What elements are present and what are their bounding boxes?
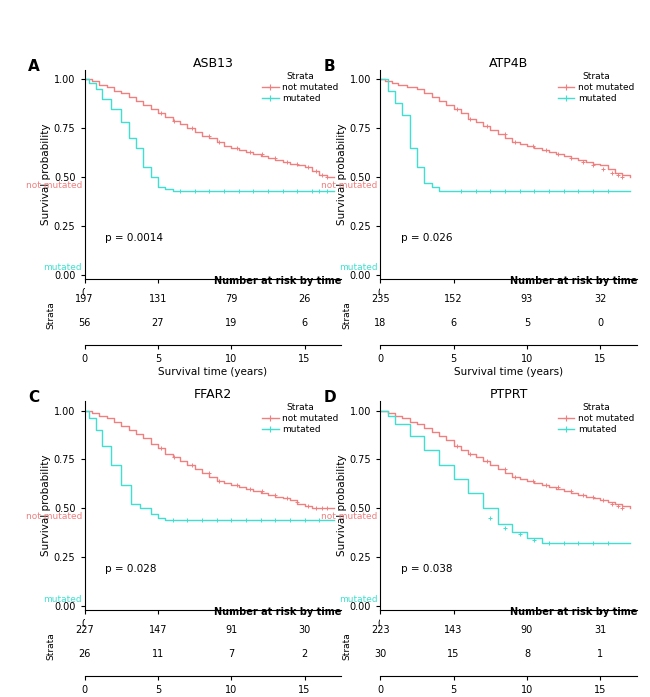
- Text: 27: 27: [151, 318, 164, 328]
- Text: 18: 18: [374, 318, 386, 328]
- Text: 147: 147: [149, 625, 167, 636]
- Text: 131: 131: [149, 294, 167, 305]
- X-axis label: Survival time (years): Survival time (years): [159, 300, 267, 311]
- Text: 6: 6: [302, 318, 307, 328]
- Text: 19: 19: [225, 318, 237, 328]
- Text: Number at risk by time: Number at risk by time: [510, 276, 637, 286]
- Text: not mutated: not mutated: [25, 512, 82, 521]
- Text: not mutated: not mutated: [321, 512, 378, 521]
- Legend: not mutated, mutated: not mutated, mutated: [261, 401, 341, 436]
- Y-axis label: Survival probability: Survival probability: [41, 123, 51, 225]
- Text: p = 0.026: p = 0.026: [401, 233, 452, 243]
- X-axis label: Survival time (years): Survival time (years): [159, 631, 267, 642]
- Text: 235: 235: [371, 294, 389, 305]
- Text: 2: 2: [302, 649, 307, 659]
- Text: mutated: mutated: [339, 595, 378, 604]
- Text: Number at risk by time: Number at risk by time: [214, 276, 341, 286]
- Text: Number at risk by time: Number at risk by time: [510, 607, 637, 617]
- Y-axis label: Survival probability: Survival probability: [41, 454, 51, 556]
- Title: FFAR2: FFAR2: [194, 388, 232, 401]
- Title: ASB13: ASB13: [192, 56, 233, 70]
- Text: 30: 30: [374, 649, 386, 659]
- Text: 32: 32: [594, 294, 606, 305]
- Text: 79: 79: [225, 294, 237, 305]
- Text: mutated: mutated: [339, 263, 378, 273]
- Text: 15: 15: [447, 649, 460, 659]
- Text: 26: 26: [298, 294, 311, 305]
- Text: 93: 93: [521, 294, 533, 305]
- Text: p = 0.028: p = 0.028: [105, 565, 157, 574]
- Text: 0: 0: [597, 318, 603, 328]
- Text: 152: 152: [445, 294, 463, 305]
- Text: C: C: [28, 390, 39, 406]
- Text: 1: 1: [597, 649, 603, 659]
- Text: 31: 31: [594, 625, 606, 636]
- Text: 8: 8: [524, 649, 530, 659]
- Text: 30: 30: [298, 625, 311, 636]
- X-axis label: Survival time (years): Survival time (years): [454, 631, 563, 642]
- Text: 227: 227: [75, 625, 94, 636]
- Text: 197: 197: [75, 294, 94, 305]
- Legend: not mutated, mutated: not mutated, mutated: [556, 70, 636, 105]
- Text: 5: 5: [524, 318, 530, 328]
- Y-axis label: Survival probability: Survival probability: [337, 454, 347, 556]
- Text: Number at risk by time: Number at risk by time: [214, 607, 341, 617]
- Text: 6: 6: [450, 318, 457, 328]
- Text: 26: 26: [78, 649, 91, 659]
- Text: D: D: [324, 390, 337, 406]
- Text: not mutated: not mutated: [25, 181, 82, 190]
- X-axis label: Survival time (years): Survival time (years): [159, 367, 267, 377]
- Text: 143: 143: [445, 625, 463, 636]
- Text: A: A: [28, 59, 40, 75]
- Text: 11: 11: [151, 649, 164, 659]
- Legend: not mutated, mutated: not mutated, mutated: [556, 401, 636, 436]
- Text: 56: 56: [78, 318, 91, 328]
- Text: Strata: Strata: [47, 633, 56, 660]
- Text: Strata: Strata: [343, 633, 352, 660]
- Text: p = 0.038: p = 0.038: [401, 565, 452, 574]
- Text: mutated: mutated: [44, 263, 82, 273]
- Y-axis label: Survival probability: Survival probability: [337, 123, 347, 225]
- Text: B: B: [324, 59, 335, 75]
- Title: ATP4B: ATP4B: [489, 56, 528, 70]
- Text: 7: 7: [228, 649, 235, 659]
- Text: Strata: Strata: [343, 302, 352, 329]
- X-axis label: Survival time (years): Survival time (years): [454, 367, 563, 377]
- Title: PTPRT: PTPRT: [489, 388, 528, 401]
- Legend: not mutated, mutated: not mutated, mutated: [261, 70, 341, 105]
- Text: mutated: mutated: [44, 595, 82, 604]
- Text: 90: 90: [521, 625, 533, 636]
- X-axis label: Survival time (years): Survival time (years): [454, 300, 563, 311]
- Text: Strata: Strata: [47, 302, 56, 329]
- Text: 91: 91: [225, 625, 237, 636]
- Text: p = 0.0014: p = 0.0014: [105, 233, 163, 243]
- Text: not mutated: not mutated: [321, 181, 378, 190]
- Text: 223: 223: [371, 625, 389, 636]
